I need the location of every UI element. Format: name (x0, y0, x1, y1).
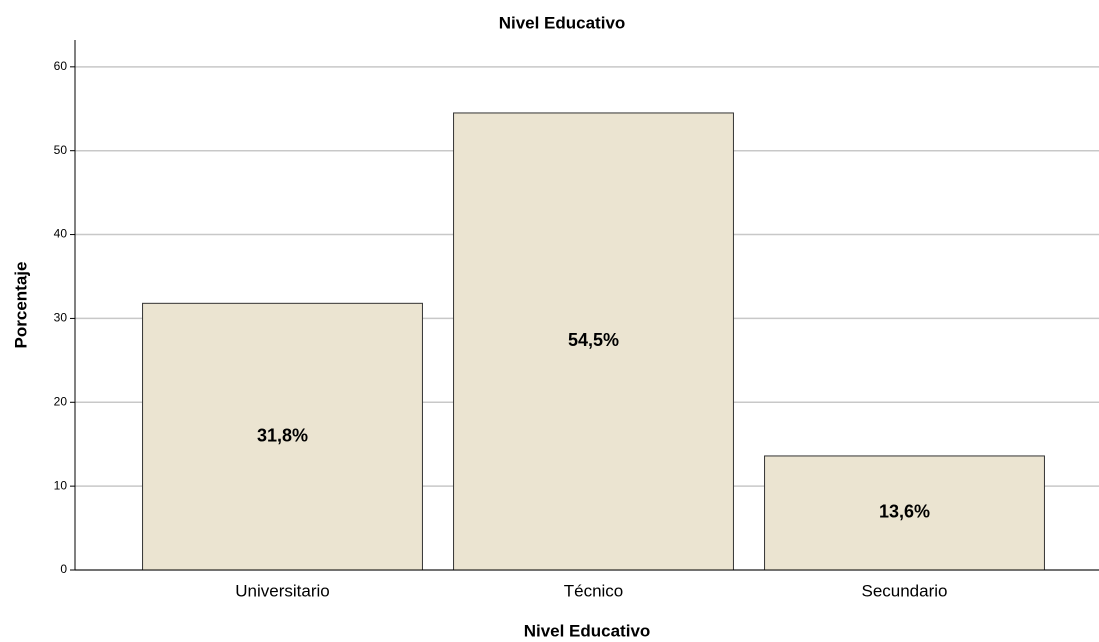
bar (453, 112, 734, 571)
y-tick-label: 50 (54, 143, 68, 157)
bar (764, 455, 1045, 571)
x-tick-label: Universitario (235, 581, 329, 600)
value-label: 13,6% (879, 502, 930, 522)
y-tick-label: 60 (54, 59, 68, 73)
y-axis-label: Porcentaje (11, 262, 30, 349)
y-tick-label: 0 (60, 562, 67, 576)
x-tick-label: Técnico (564, 581, 624, 600)
value-label: 54,5% (568, 330, 619, 350)
y-tick-label: 10 (54, 478, 68, 492)
value-label: 31,8% (257, 425, 308, 445)
bar (142, 302, 423, 571)
chart-title: Nivel Educativo (499, 13, 626, 32)
x-axis-label: Nivel Educativo (524, 621, 651, 640)
y-tick-label: 40 (54, 227, 68, 241)
y-tick-label: 20 (54, 394, 68, 408)
x-tick-label: Secundario (861, 581, 947, 600)
y-tick-label: 30 (54, 311, 68, 325)
